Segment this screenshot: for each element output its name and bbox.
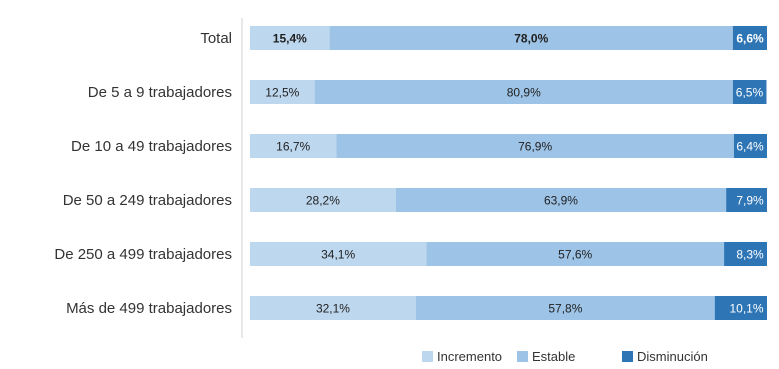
axis-layer: Total De 5 a 9 trabajadores De 10 a 49 tra… [54,18,243,338]
legend-label-incremento: Incremento [437,349,502,364]
data-label-incremento-total: 15,4% [273,32,307,46]
data-label-incremento-de-10-a-49-trabajadores: 16,7% [276,140,310,154]
bar-estable-mas-de-499-trabajadores [415,296,715,320]
legend: Incremento Estable Disminución [422,349,708,364]
category-label-de-10-a-49-trabajadores: De 10 a 49 trabajadores [71,138,232,155]
data-label-estable-de-50-a-249-trabajadores: 63,9% [544,194,578,208]
data-label-estable-total: 78,0% [514,32,548,46]
category-label-total: Total [200,30,232,47]
legend-label-estable: Estable [532,349,575,364]
data-label-incremento-mas-de-499-trabajadores: 32,1% [316,302,350,316]
data-label-box-total [734,28,766,48]
data-label-box-de-10-a-49-trabajadores [734,136,766,156]
bar-estable-de-5-a-9-trabajadores [314,80,733,104]
data-label-box-de-250-a-499-trabajadores [734,244,766,264]
category-label-de-50-a-249-trabajadores: De 50 a 249 trabajadores [63,192,232,209]
category-label-de-5-a-9-trabajadores: De 5 a 9 trabajadores [88,84,232,101]
legend-label-disminucion: Disminución [637,349,708,364]
bar-estable-total [329,26,733,50]
data-label-estable-de-5-a-9-trabajadores: 80,9% [507,86,541,100]
category-label-de-250-a-499-trabajadores: De 250 a 499 trabajadores [54,246,232,263]
legend-swatch-incremento [422,351,433,362]
bar-incremento-de-50-a-249-trabajadores [250,188,396,212]
legend-swatch-estable [517,351,528,362]
bar-incremento-de-5-a-9-trabajadores [250,80,315,104]
data-label-disminucion-de-250-a-499-trabajadores: 8,3% [736,248,764,262]
bar-incremento-total [250,26,330,50]
bar-incremento-de-10-a-49-trabajadores [250,134,337,158]
data-label-incremento-de-5-a-9-trabajadores: 12,5% [265,86,299,100]
bar-estable-de-10-a-49-trabajadores [336,134,734,158]
bar-incremento-de-250-a-499-trabajadores [250,242,427,266]
data-label-estable-de-10-a-49-trabajadores: 76,9% [518,140,552,154]
data-label-disminucion-de-50-a-249-trabajadores: 7,9% [736,194,764,208]
data-label-disminucion-total: 6,6% [736,32,764,46]
data-label-disminucion-mas-de-499-trabajadores: 10,1% [729,302,763,316]
data-label-disminucion-de-10-a-49-trabajadores: 6,4% [736,140,764,154]
data-label-disminucion-de-5-a-9-trabajadores: 6,5% [736,86,764,100]
category-label-mas-de-499-trabajadores: Más de 499 trabajadores [66,300,232,317]
bar-estable-de-250-a-499-trabajadores [426,242,725,266]
data-label-estable-de-250-a-499-trabajadores: 57,6% [558,248,592,262]
data-label-box-mas-de-499-trabajadores [727,298,766,318]
bars-layer: 15,4% 78,0% 6,6% 12,5% 80,9% 6,5% 16,7% 76,9% 6,… [250,26,767,320]
bar-incremento-mas-de-499-trabajadores [250,296,416,320]
data-label-box-de-5-a-9-trabajadores [733,82,766,102]
bar-estable-de-50-a-249-trabajadores [395,188,727,212]
data-label-estable-mas-de-499-trabajadores: 57,8% [548,302,582,316]
data-label-box-de-50-a-249-trabajadores [734,190,766,210]
data-label-incremento-de-50-a-249-trabajadores: 28,2% [306,194,340,208]
data-label-incremento-de-250-a-499-trabajadores: 34,1% [321,248,355,262]
legend-swatch-disminucion [622,351,633,362]
